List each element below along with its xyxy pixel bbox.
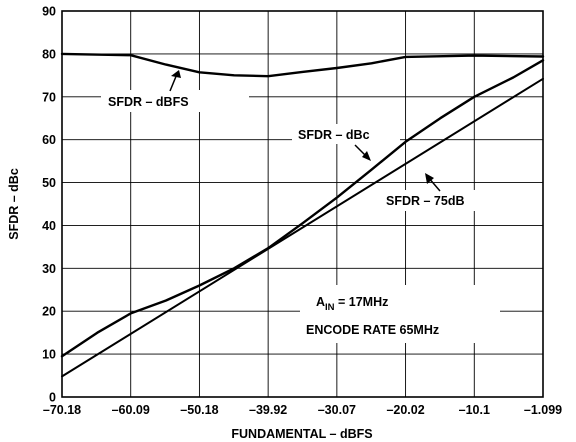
ain-main: A: [316, 295, 325, 309]
encode-rate-annotation: ENCODE RATE 65MHz: [306, 323, 439, 337]
y-tick-label: 50: [42, 176, 56, 190]
series-lines: [60, 52, 545, 378]
x-tick-label: –60.09: [112, 403, 150, 417]
y-tick-label: 40: [42, 219, 56, 233]
ain-value: = 17MHz: [335, 295, 389, 309]
y-tick-label: 0: [49, 391, 56, 405]
x-tick-label: –39.92: [249, 403, 287, 417]
series-line: [60, 59, 545, 358]
dbc-annotation: SFDR – dBc: [298, 128, 370, 142]
db75-arrow-head: [425, 173, 434, 184]
info-box-bg: [300, 285, 500, 343]
dbc-arrow-head: [362, 151, 371, 161]
y-tick-label: 30: [42, 262, 56, 276]
annotation-arrows: [169, 70, 441, 192]
y-axis-label: SFDR – dBc: [7, 168, 21, 240]
ain-subscript: IN: [325, 302, 335, 313]
y-tick-label: 20: [42, 305, 56, 319]
plot-frame: [61, 10, 544, 398]
y-tick-label: 70: [42, 90, 56, 104]
x-tick-labels: –70.18 –60.09 –50.18 –39.92 –30.07 –20.02 –10.…: [43, 403, 562, 417]
dbc-label-bg: [292, 124, 400, 144]
dbfs-label-bg: [101, 90, 249, 112]
y-tick-label: 80: [42, 47, 56, 61]
db75-label-bg: [380, 190, 506, 211]
x-tick-label: –70.18: [43, 403, 81, 417]
x-tick-label: –30.07: [318, 403, 356, 417]
series-line: [60, 52, 545, 78]
dbfs-annotation: SFDR – dBFS: [108, 95, 189, 109]
y-tick-label: 60: [42, 133, 56, 147]
y-tick-labels: 0 10 20 30 40 50 60 70 80 90: [42, 5, 56, 405]
x-tick-label: –1.099: [524, 403, 562, 417]
y-tick-label: 90: [42, 5, 56, 19]
x-tick-label: –20.02: [386, 403, 424, 417]
dbfs-arrow-head: [171, 70, 181, 78]
x-axis-label: FUNDAMENTAL – dBFS: [231, 427, 372, 441]
y-tick-label: 10: [42, 348, 56, 362]
series-line: [61, 77, 544, 378]
x-tick-label: –10.1: [459, 403, 490, 417]
db75-annotation: SFDR – 75dB: [386, 194, 465, 208]
x-tick-label: –50.18: [180, 403, 218, 417]
ain-annotation: AIN = 17MHz: [316, 295, 388, 313]
